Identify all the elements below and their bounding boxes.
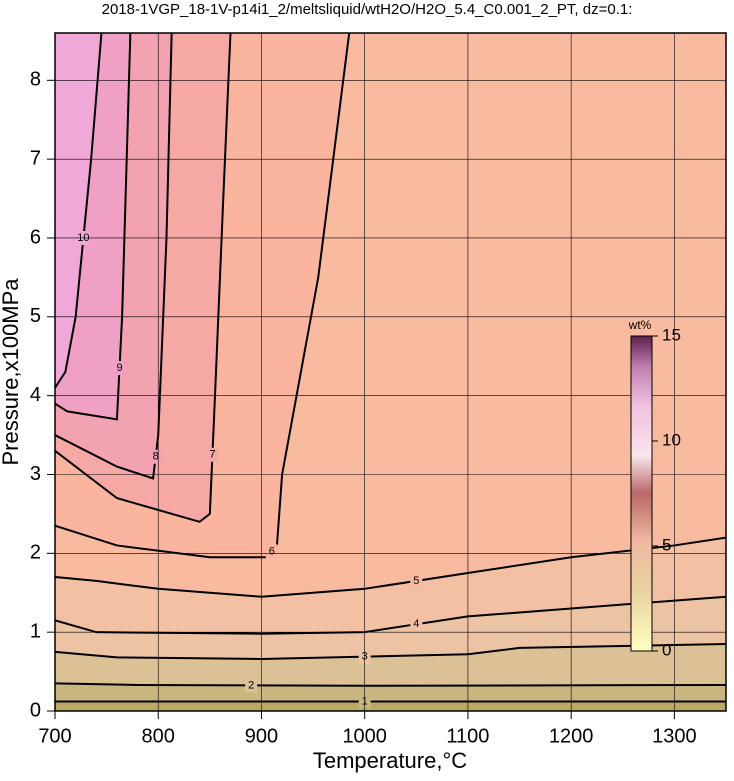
colorbar-tick-label: 5	[662, 535, 671, 554]
y-tick-label: 3	[30, 463, 41, 485]
contour-label-bg	[410, 617, 423, 632]
y-tick-label: 1	[30, 620, 41, 642]
colorbar-tick-label: 0	[662, 640, 671, 659]
x-tick-label: 800	[142, 725, 175, 747]
x-tick-label: 1100	[446, 725, 489, 747]
x-tick-label: 1300	[652, 725, 697, 747]
contour-line	[55, 33, 232, 523]
contour-label-bg	[113, 361, 126, 376]
x-tick-label: 700	[38, 725, 71, 747]
contour-label: 5	[413, 575, 419, 587]
contour-label-bg	[245, 678, 258, 693]
y-tick-label: 0	[30, 699, 41, 721]
y-tick-label: 7	[30, 147, 41, 169]
y-axis-label: Pressure,x100MPa	[0, 278, 23, 466]
contour-label: 2	[248, 679, 254, 691]
colorbar-tick-label: 10	[662, 430, 681, 449]
contour-label: 8	[153, 451, 159, 463]
contour-label-bg	[149, 449, 162, 464]
x-axis-label: Temperature,°C	[313, 748, 467, 773]
chart-title: 2018-1VGP_18-1V-p14i1_2/meltsliquid/wtH2…	[102, 1, 633, 18]
x-tick-label: 1200	[549, 725, 594, 747]
colorbar	[630, 335, 653, 652]
contour-label: 4	[413, 618, 419, 630]
colorbar-label: wt%	[628, 318, 652, 332]
plot-frame	[54, 32, 727, 712]
contour-fill	[55, 33, 102, 388]
contour-label-bg	[265, 544, 278, 559]
contour-label: 6	[269, 545, 275, 557]
y-tick-label: 2	[30, 542, 41, 564]
y-tick-label: 8	[30, 69, 41, 91]
x-tick-label: 900	[245, 725, 278, 747]
x-tick-label: 1000	[342, 725, 387, 747]
y-tick-label: 6	[30, 226, 41, 248]
contour-label-bg	[206, 447, 219, 462]
contour-label: 7	[209, 449, 215, 461]
contour-label: 9	[116, 362, 122, 374]
contour-label-bg	[410, 573, 423, 588]
colorbar-tick-label: 15	[662, 325, 681, 344]
contour-line	[55, 33, 132, 421]
y-tick-label: 4	[30, 384, 41, 406]
y-tick-label: 5	[30, 305, 41, 327]
